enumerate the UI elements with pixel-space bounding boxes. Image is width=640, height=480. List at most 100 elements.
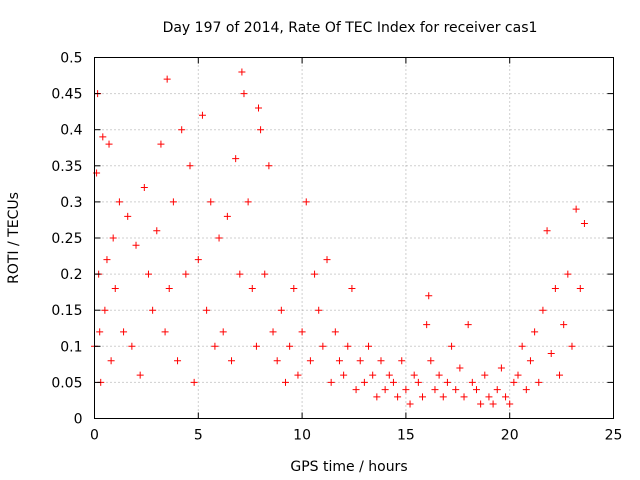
data-point xyxy=(315,306,323,314)
data-point xyxy=(219,328,227,336)
data-point xyxy=(120,328,128,336)
data-point xyxy=(107,357,115,365)
data-point xyxy=(115,198,123,206)
data-point xyxy=(340,371,348,379)
y-tick-label: 0.15 xyxy=(51,303,82,319)
data-point xyxy=(489,400,497,408)
data-point xyxy=(502,393,510,401)
data-point xyxy=(572,205,580,213)
data-point xyxy=(124,212,132,220)
data-point xyxy=(356,357,364,365)
data-point xyxy=(576,285,584,293)
data-point xyxy=(526,357,534,365)
data-point xyxy=(311,270,319,278)
y-tick-label: 0.35 xyxy=(51,159,82,175)
data-point xyxy=(373,393,381,401)
y-tick-label: 0.2 xyxy=(60,267,82,283)
data-point xyxy=(556,371,564,379)
data-point xyxy=(294,371,302,379)
y-tick-label: 0.1 xyxy=(60,339,82,355)
data-point xyxy=(580,220,588,228)
data-point xyxy=(174,357,182,365)
data-point xyxy=(261,270,269,278)
x-tick-label: 0 xyxy=(90,428,99,444)
data-point xyxy=(419,393,427,401)
data-point xyxy=(456,364,464,372)
y-tick-label: 0.3 xyxy=(60,195,82,211)
data-point xyxy=(531,328,539,336)
x-tick-label: 5 xyxy=(194,428,203,444)
data-point xyxy=(203,306,211,314)
data-point xyxy=(190,378,198,386)
data-point xyxy=(398,357,406,365)
x-tick-label: 10 xyxy=(293,428,311,444)
data-point xyxy=(460,393,468,401)
data-point xyxy=(452,386,460,394)
data-point xyxy=(448,342,456,350)
data-point xyxy=(539,306,547,314)
data-point xyxy=(178,126,186,134)
data-point xyxy=(319,342,327,350)
data-point xyxy=(323,256,331,264)
data-point xyxy=(105,140,113,148)
data-point xyxy=(472,386,480,394)
data-point xyxy=(236,270,244,278)
data-point xyxy=(497,364,505,372)
data-point xyxy=(385,371,393,379)
data-point xyxy=(211,342,219,350)
data-point xyxy=(510,378,518,386)
data-point xyxy=(568,342,576,350)
data-point xyxy=(215,234,223,242)
data-point xyxy=(273,357,281,365)
y-axis-label: ROTI / TECUs xyxy=(6,192,22,284)
data-point xyxy=(477,400,485,408)
data-point xyxy=(248,285,256,293)
data-point xyxy=(344,342,352,350)
data-point xyxy=(96,328,104,336)
y-tick-label: 0.45 xyxy=(51,87,82,103)
data-point xyxy=(425,292,433,300)
ticks-layer: 0 0.05 0.1 0.15 0.2 0.25 0.3 0.35 0.4 0.45 0.5 0 5 10… xyxy=(51,51,622,444)
data-point xyxy=(381,386,389,394)
chart-title: Day 197 of 2014, Rate Of TEC Index for r… xyxy=(163,20,538,36)
data-point xyxy=(257,126,265,134)
data-point xyxy=(169,198,177,206)
data-point xyxy=(551,285,559,293)
data-point xyxy=(302,198,310,206)
data-point xyxy=(468,378,476,386)
data-point xyxy=(101,306,109,314)
data-point xyxy=(406,400,414,408)
data-point xyxy=(186,162,194,170)
data-point xyxy=(149,306,157,314)
data-point xyxy=(327,378,335,386)
data-point xyxy=(439,393,447,401)
data-point xyxy=(298,328,306,336)
data-point xyxy=(348,285,356,293)
data-point xyxy=(402,386,410,394)
data-point xyxy=(394,393,402,401)
data-point xyxy=(286,342,294,350)
data-point xyxy=(352,386,360,394)
data-point xyxy=(136,371,144,379)
data-point xyxy=(198,111,206,119)
data-point xyxy=(331,328,339,336)
data-point xyxy=(481,371,489,379)
data-point xyxy=(306,357,314,365)
data-point xyxy=(464,321,472,329)
data-point xyxy=(128,342,136,350)
data-point xyxy=(277,306,285,314)
data-point xyxy=(506,400,514,408)
y-tick-label: 0.25 xyxy=(51,231,82,247)
data-point xyxy=(269,328,277,336)
data-point xyxy=(144,270,152,278)
data-point xyxy=(564,270,572,278)
data-point xyxy=(560,321,568,329)
data-point xyxy=(182,270,190,278)
data-point xyxy=(244,198,252,206)
data-point xyxy=(255,104,263,112)
data-point xyxy=(157,140,165,148)
data-point xyxy=(161,328,169,336)
data-point xyxy=(514,371,522,379)
data-point xyxy=(265,162,273,170)
